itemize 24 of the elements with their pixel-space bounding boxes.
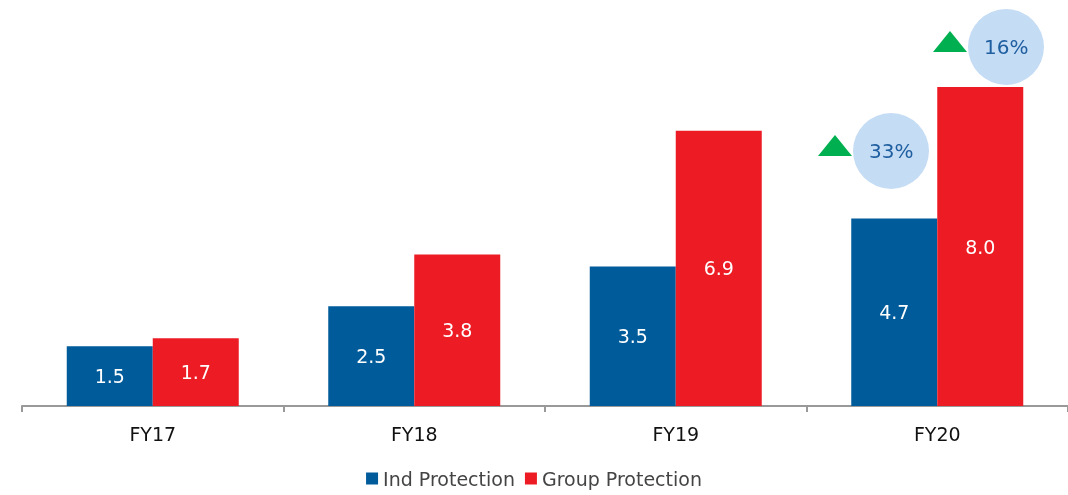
data-label: 6.9 <box>703 257 734 280</box>
bar <box>937 87 1024 406</box>
data-label: 3.8 <box>442 319 473 342</box>
bar <box>152 338 239 406</box>
data-label: 2.5 <box>356 345 387 368</box>
bar <box>328 306 415 406</box>
legend-label: Ind Protection <box>383 467 515 490</box>
data-label: 1.5 <box>94 365 125 388</box>
data-label: 1.7 <box>180 361 211 384</box>
x-tick-label: FY19 <box>652 422 700 445</box>
bar <box>66 346 153 406</box>
legend-label: Group Protection <box>541 467 702 490</box>
data-label: 3.5 <box>617 325 648 348</box>
data-label: 4.7 <box>879 301 910 324</box>
circle-badge: 33% <box>853 112 930 189</box>
x-tick-label: FY17 <box>129 422 177 445</box>
data-label: 8.0 <box>965 235 996 258</box>
bar <box>851 218 938 406</box>
bar <box>414 254 501 406</box>
x-tick-label: FY18 <box>390 422 438 445</box>
circle-badge: 16% <box>968 9 1045 85</box>
bar <box>589 266 676 406</box>
x-tick-label: FY20 <box>913 422 961 445</box>
bar <box>675 130 762 406</box>
